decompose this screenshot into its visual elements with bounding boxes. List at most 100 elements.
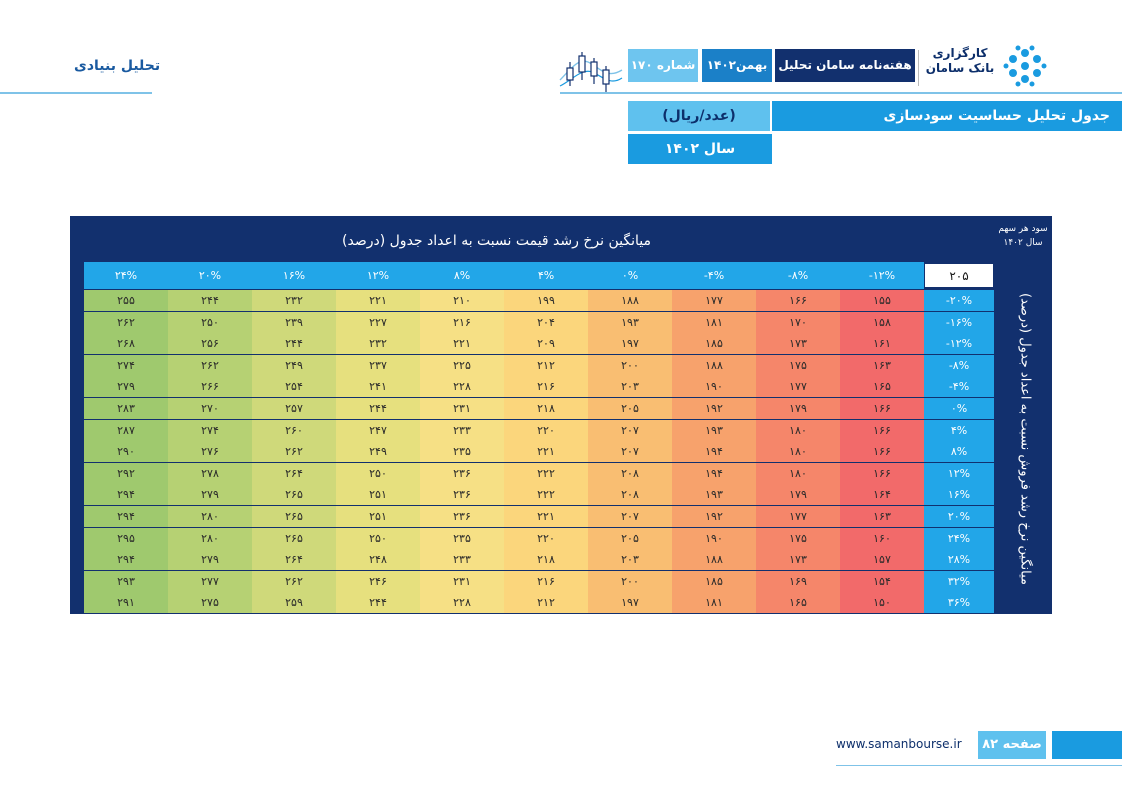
table-cell: ۲۹۴ [84, 549, 168, 571]
corner-label: سود هر سهم سال ۱۴۰۲ [996, 222, 1050, 250]
footer-divider [836, 765, 1122, 766]
table-cell: ۲۷۸ [168, 462, 252, 484]
table-cell: ۱۸۰ [756, 441, 840, 463]
row-header: ۱۲% [924, 462, 994, 484]
table-cell: ۲۱۲ [504, 354, 588, 376]
year-label: سال ۱۴۰۲ [628, 134, 772, 164]
table-cell: ۲۱۶ [420, 311, 504, 333]
table-cell: ۱۹۰ [672, 527, 756, 549]
table-cell: ۱۸۵ [672, 570, 756, 592]
table-cell: ۱۵۵ [840, 290, 924, 311]
table-cell: ۲۰۵ [588, 398, 672, 419]
row-header: -۲۰% [924, 290, 994, 311]
table-cell: ۲۲۸ [420, 592, 504, 614]
page-number: صفحه ۸۲ [978, 731, 1046, 759]
table-cell: ۲۰۷ [588, 441, 672, 463]
table-cell: ۲۶۴ [252, 549, 336, 571]
table-cell: ۱۶۴ [840, 484, 924, 506]
column-header: -۱۲% [840, 262, 924, 289]
table-cell: ۲۹۰ [84, 441, 168, 463]
table-cell: ۲۳۶ [420, 462, 504, 484]
table-cell: ۲۴۷ [336, 419, 420, 441]
table-cell: ۱۶۶ [840, 419, 924, 441]
table-cell: ۲۳۲ [336, 333, 420, 355]
table-cell: ۱۷۹ [756, 484, 840, 506]
table-cell: ۲۶۵ [252, 506, 336, 527]
table-cell: ۱۷۳ [756, 549, 840, 571]
table-cell: ۲۵۴ [252, 376, 336, 398]
table-cell: ۲۲۵ [420, 354, 504, 376]
column-header: -۸% [756, 262, 840, 289]
table-cell: ۲۵۹ [252, 592, 336, 614]
table-cell: ۲۴۴ [168, 290, 252, 311]
table-cell: ۲۶۲ [168, 354, 252, 376]
table-cell: ۲۶۲ [252, 441, 336, 463]
table-cell: ۲۹۱ [84, 592, 168, 614]
table-cell: ۱۶۱ [840, 333, 924, 355]
table-cell: ۲۳۹ [252, 311, 336, 333]
table-cell: ۲۶۴ [252, 462, 336, 484]
table-cell: ۲۶۵ [252, 527, 336, 549]
table-cell: ۲۶۸ [84, 333, 168, 355]
table-cell: ۲۴۶ [336, 570, 420, 592]
table-cell: ۱۹۴ [672, 462, 756, 484]
table-cell: ۱۷۹ [756, 398, 840, 419]
table-cell: ۲۱۶ [504, 376, 588, 398]
table-cell: ۲۲۷ [336, 311, 420, 333]
table-cell: ۱۵۰ [840, 592, 924, 614]
table-cell: ۲۷۹ [84, 376, 168, 398]
column-header: ۸% [420, 262, 504, 289]
section-label: تحلیل بنیادی [74, 58, 161, 74]
website-link[interactable]: www.samanbourse.ir [836, 737, 962, 751]
table-cell: ۲۳۶ [420, 484, 504, 506]
table-cell: ۲۲۰ [504, 419, 588, 441]
table-cell: ۲۲۸ [420, 376, 504, 398]
footer-accent-bar [1052, 731, 1122, 759]
corner-label-line-2: سال ۱۴۰۲ [1003, 238, 1043, 248]
table-cell: ۱۶۵ [840, 376, 924, 398]
table-cell: ۱۹۲ [672, 398, 756, 419]
column-axis-title: میانگین نرخ رشد قیمت نسبت به اعداد جدول … [342, 233, 651, 249]
table-cell: ۱۶۳ [840, 506, 924, 527]
table-cell: ۲۰۵ [588, 527, 672, 549]
brand-line-2: بانک سامان [925, 61, 995, 75]
table-cell: ۱۶۶ [840, 441, 924, 463]
table-cell: ۱۹۴ [672, 441, 756, 463]
table-cell: ۲۹۳ [84, 570, 168, 592]
table-cell: ۲۴۹ [336, 441, 420, 463]
table-cell: ۲۰۰ [588, 570, 672, 592]
table-cell: ۲۵۱ [336, 484, 420, 506]
column-header: ۱۶% [252, 262, 336, 289]
table-cell: ۲۰۰ [588, 354, 672, 376]
row-header: ۲۰% [924, 506, 994, 527]
table-cell: ۲۸۳ [84, 398, 168, 419]
table-cell: ۲۳۶ [420, 506, 504, 527]
table-cell: ۲۷۵ [168, 592, 252, 614]
table-cell: ۲۵۷ [252, 398, 336, 419]
table-cell: ۲۰۸ [588, 462, 672, 484]
table-cell: ۲۱۲ [504, 592, 588, 614]
table-cell: ۲۳۵ [420, 527, 504, 549]
table-cell: ۲۹۵ [84, 527, 168, 549]
row-header: -۸% [924, 354, 994, 376]
table-cell: ۱۹۳ [588, 311, 672, 333]
weekly-title-badge: هفته‌نامه سامان تحلیل [775, 49, 915, 82]
table-cell: ۲۲۲ [504, 484, 588, 506]
table-cell: ۲۴۹ [252, 354, 336, 376]
table-cell: ۱۶۰ [840, 527, 924, 549]
table-cell: ۱۵۷ [840, 549, 924, 571]
table-cell: ۲۶۲ [84, 311, 168, 333]
table-cell: ۲۱۸ [504, 549, 588, 571]
month-badge: بهمن۱۴۰۲ [702, 49, 772, 82]
table-cell: ۱۵۸ [840, 311, 924, 333]
row-header: -۴% [924, 376, 994, 398]
page-title: جدول تحلیل حساسیت سودسازی [772, 101, 1122, 131]
table-cell: ۲۷۰ [168, 398, 252, 419]
table-cell: ۱۷۷ [756, 376, 840, 398]
row-header: ۴% [924, 419, 994, 441]
table-cell: ۱۹۹ [504, 290, 588, 311]
table-cell: ۲۶۲ [252, 570, 336, 592]
table-cell: ۲۲۱ [336, 290, 420, 311]
table-cell: ۲۵۰ [168, 311, 252, 333]
candlestick-icon [558, 40, 624, 98]
